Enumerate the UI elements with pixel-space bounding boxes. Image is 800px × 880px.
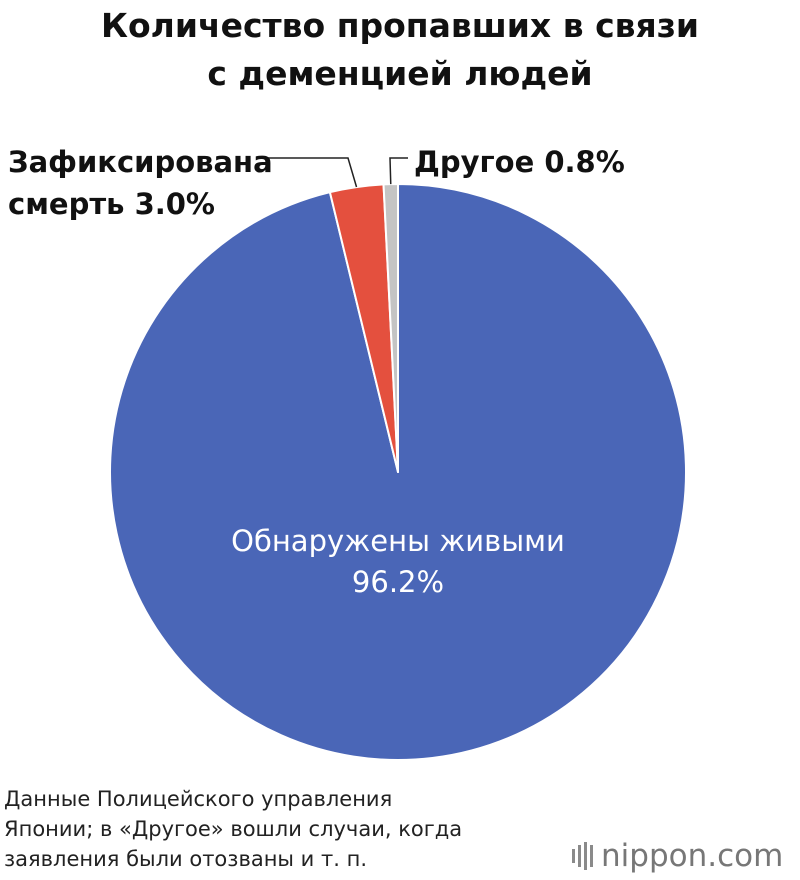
slice-label-value: 96.2% (352, 565, 444, 599)
source-note-line-3: заявления были отозваны и т. п. (4, 847, 367, 871)
leader-line-death (268, 157, 358, 188)
source-note-line-1: Данные Полицейского управления (4, 787, 393, 811)
slice-label-other-line-1: Другое 0.8% (414, 145, 625, 179)
source-note-line-2: Японии; в «Другое» вошли случаи, когда (4, 817, 463, 841)
logo-bars-icon (572, 842, 593, 870)
logo-text: nippon.com (601, 838, 784, 874)
slice-label-name: Обнаружены живыми (231, 524, 565, 558)
leader-line-other (389, 157, 408, 185)
slice-label-death-line-1: Зафиксирована (8, 145, 273, 179)
chart-title: Количество пропавших в связи с деменцией… (0, 2, 800, 98)
source-note: Данные Полицейского управления Японии; в… (4, 784, 564, 874)
nippon-logo: nippon.com (572, 836, 783, 876)
pie-slice-3 (382, 183, 399, 473)
slice-label-death-line-2: смерть 3.0% (8, 187, 215, 221)
chart-title-line-2: с деменцией людей (207, 54, 593, 93)
chart-title-line-1: Количество пропавших в связи (101, 6, 699, 45)
